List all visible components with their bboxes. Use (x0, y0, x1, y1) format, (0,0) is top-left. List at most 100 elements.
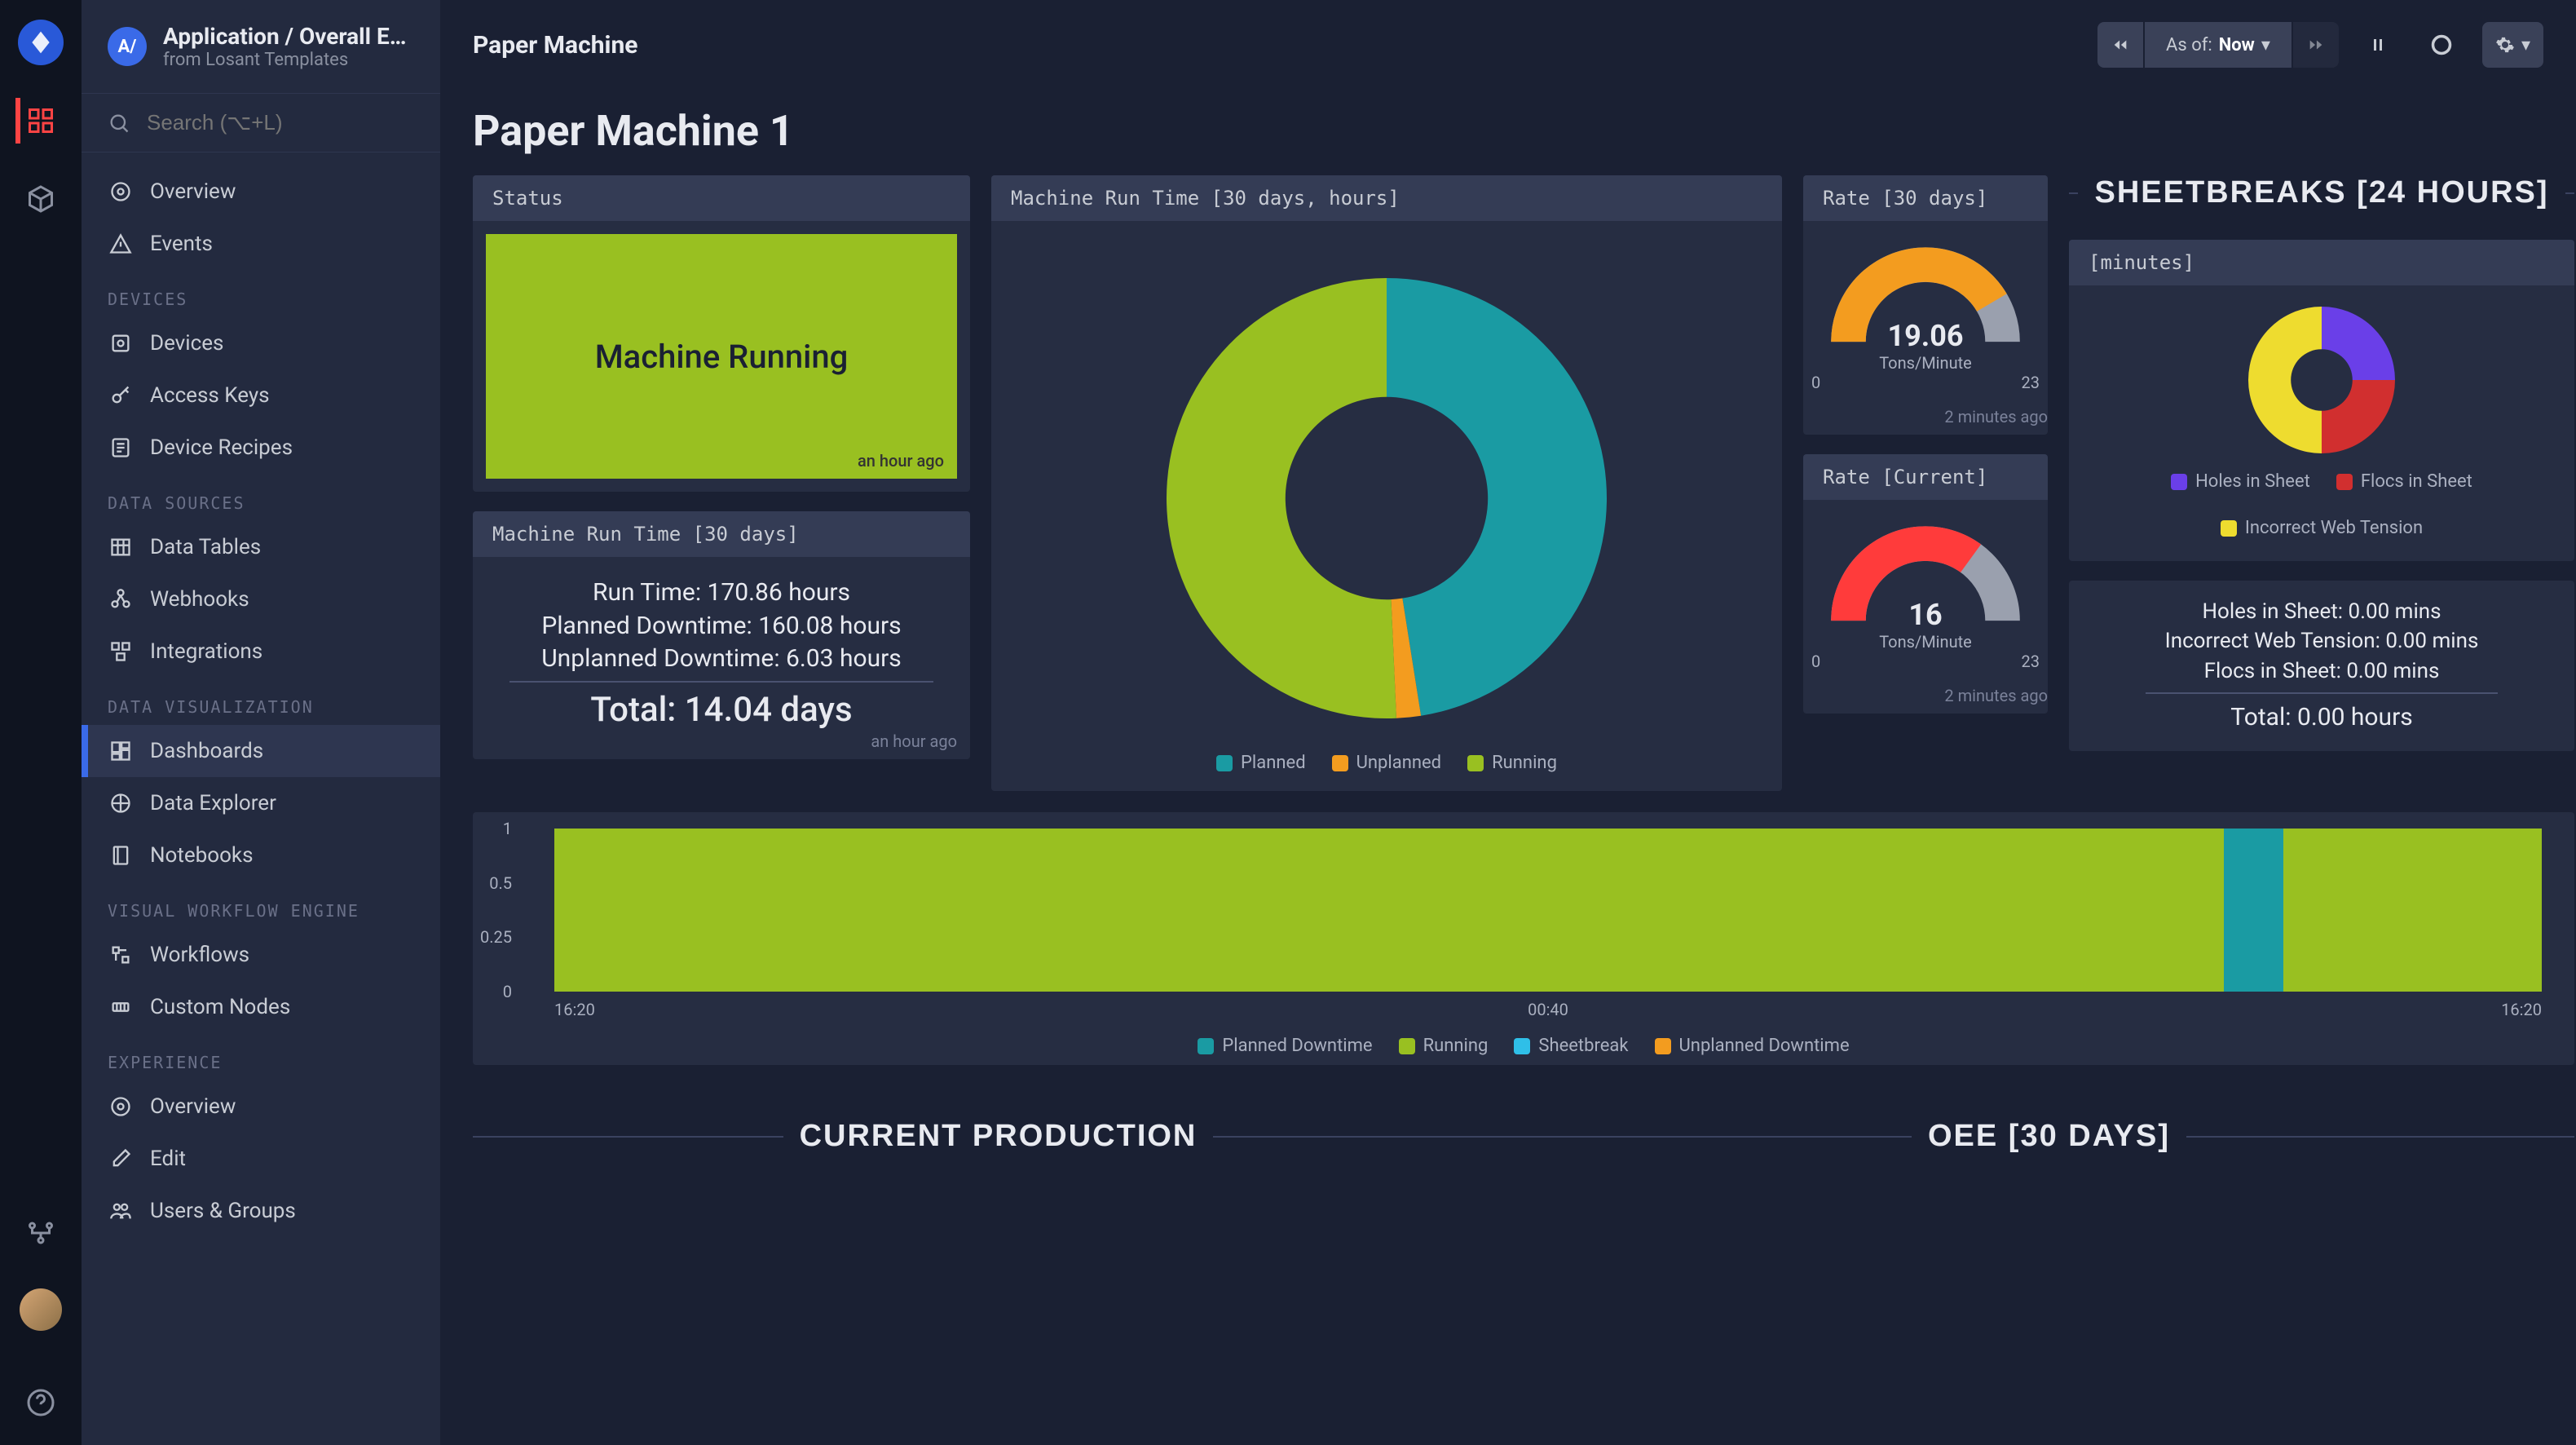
user-avatar[interactable] (20, 1288, 62, 1331)
legend-item: Incorrect Web Tension (2221, 518, 2423, 538)
gauge2-min: 0 (1811, 652, 1820, 671)
sheetbreaks-legend: Holes in SheetFlocs in SheetIncorrect We… (2082, 462, 2561, 548)
sidebar-item-label: Data Explorer (150, 791, 276, 815)
nav-section-header: EXPERIENCE (82, 1033, 440, 1080)
sidebar-item-label: Webhooks (150, 587, 249, 612)
gauge1-max: 23 (2022, 373, 2040, 392)
nodes-icon (108, 994, 134, 1020)
gauge1-ago: 2 minutes ago (1944, 407, 2048, 426)
nav-section-header: DATA SOURCES (82, 474, 440, 521)
oee-title: OEE [30 DAYS] (1928, 1119, 2170, 1154)
page-title: Paper Machine 1 (473, 106, 2543, 156)
edit-icon (108, 1146, 134, 1172)
asof-selector[interactable]: As of: Now ▾ (2145, 22, 2291, 68)
runtime-total: Total: 14.04 days (486, 687, 957, 734)
gauge2-card: Rate [Current] 16 Tons/Minute 0 23 (1803, 454, 2048, 714)
sidebar-item-dashboards[interactable]: Dashboards (82, 725, 440, 777)
status-header: Status (473, 175, 970, 221)
integrations-icon (108, 639, 134, 665)
workflows-icon (108, 942, 134, 968)
sidebar-nav: OverviewEventsDEVICESDevicesAccess KeysD… (82, 152, 440, 1445)
webhooks-icon (108, 586, 134, 612)
sidebar-item-devices[interactable]: Devices (82, 317, 440, 369)
keys-icon (108, 382, 134, 409)
sidebar-item-webhooks[interactable]: Webhooks (82, 573, 440, 625)
sidebar-item-label: Integrations (150, 639, 262, 664)
notebooks-icon (108, 842, 134, 868)
dashboards-icon (108, 738, 134, 764)
gauge2-ago: 2 minutes ago (1944, 686, 2048, 705)
search-input[interactable] (108, 110, 414, 135)
current-production-title: CURRENT PRODUCTION (800, 1119, 1198, 1154)
pause-button[interactable] (2355, 22, 2401, 68)
gauge2-unit: Tons/Minute (1879, 632, 1972, 652)
sidebar-item-data-tables[interactable]: Data Tables (82, 521, 440, 573)
search-icon (108, 112, 130, 135)
chevron-down-icon: ▾ (2521, 35, 2530, 55)
time-back-button[interactable] (2097, 22, 2143, 68)
topbar: Paper Machine As of: Now ▾ (440, 0, 2576, 90)
sidebar-item-label: Device Recipes (150, 435, 293, 460)
runtime-donut-header: Machine Run Time [30 days, hours] (991, 175, 1782, 221)
tables-icon (108, 534, 134, 560)
timeline-x-axis: 16:2000:4016:20 (554, 1000, 2542, 1019)
timeline-legend: Planned DowntimeRunningSheetbreakUnplann… (505, 1026, 2542, 1066)
sidebar-item-data-explorer[interactable]: Data Explorer (82, 777, 440, 829)
gauge2-max: 23 (2022, 652, 2040, 671)
settings-button[interactable]: ▾ (2482, 22, 2543, 68)
sidebar-item-label: Events (150, 232, 213, 256)
legend-item: Unplanned Downtime (1655, 1036, 1850, 1056)
sidebar-item-events[interactable]: Events (82, 218, 440, 270)
sheetbreaks-stats-card: Holes in Sheet: 0.00 mins Incorrect Web … (2069, 581, 2574, 751)
rail-cube-icon[interactable] (18, 176, 64, 222)
sidebar-item-label: Workflows (150, 943, 249, 967)
app-logo[interactable] (18, 20, 64, 65)
status-tile: Machine Running an hour ago (486, 234, 957, 479)
timeline-bars (554, 829, 2542, 992)
gauge2-value: 16 (1879, 598, 1972, 632)
sheetbreaks-title-row: SHEETBREAKS [24 HOURS] (2069, 175, 2574, 210)
legend-item: Running (1467, 753, 1557, 773)
sidebar-item-edit[interactable]: Edit (82, 1133, 440, 1185)
rail-help-icon[interactable] (18, 1380, 64, 1425)
legend-item: Planned (1216, 753, 1306, 773)
sidebar-item-label: Edit (150, 1147, 186, 1171)
nav-section-header: VISUAL WORKFLOW ENGINE (82, 882, 440, 929)
runtime-ago: an hour ago (871, 731, 957, 751)
asof-label: As of: (2166, 35, 2212, 55)
sidebar-item-custom-nodes[interactable]: Custom Nodes (82, 981, 440, 1033)
explorer-icon (108, 790, 134, 816)
page-breadcrumb: Paper Machine (473, 31, 637, 60)
sidebar-item-label: Overview (150, 179, 236, 204)
sidebar-item-access-keys[interactable]: Access Keys (82, 369, 440, 422)
sidebar-item-device-recipes[interactable]: Device Recipes (82, 422, 440, 474)
timeline-y-axis: 10.50.250 (473, 829, 522, 992)
sidebar-item-notebooks[interactable]: Notebooks (82, 829, 440, 882)
sidebar-item-label: Notebooks (150, 843, 254, 868)
sb-stat-1: Holes in Sheet: 0.00 mins (2077, 597, 2566, 626)
rail-workflow-icon[interactable] (18, 1210, 64, 1256)
sidebar-item-integrations[interactable]: Integrations (82, 625, 440, 678)
sidebar-item-workflows[interactable]: Workflows (82, 929, 440, 981)
legend-item: Flocs in Sheet (2336, 471, 2472, 492)
sidebar-item-label: Data Tables (150, 535, 261, 559)
sidebar-item-overview[interactable]: Overview (82, 1080, 440, 1133)
sidebar-item-overview[interactable]: Overview (82, 166, 440, 218)
sheetbreaks-donut (2240, 298, 2403, 462)
recipes-icon (108, 435, 134, 461)
refresh-button[interactable] (2417, 22, 2466, 68)
asof-value: Now (2219, 35, 2255, 55)
sheetbreaks-pie-card: [minutes] Holes in SheetFlocs in SheetIn… (2069, 240, 2574, 561)
runtime-donut (1142, 254, 1631, 743)
time-forward-button[interactable] (2293, 22, 2339, 68)
app-subtitle: from Losant Templates (163, 50, 414, 70)
sidebar-item-label: Users & Groups (150, 1199, 296, 1223)
runtime-line-2: Planned Downtime: 160.08 hours (486, 610, 957, 643)
sidebar: A/ Application / Overall E… from Losant … (82, 0, 440, 1445)
runtime-line-1: Run Time: 170.86 hours (486, 577, 957, 610)
nav-section-header: DATA VISUALIZATION (82, 678, 440, 725)
nav-rail (0, 0, 82, 1445)
rail-dashboard-icon[interactable] (15, 98, 61, 144)
runtime-text-card: Machine Run Time [30 days] Run Time: 170… (473, 511, 970, 759)
sidebar-item-users-groups[interactable]: Users & Groups (82, 1185, 440, 1237)
